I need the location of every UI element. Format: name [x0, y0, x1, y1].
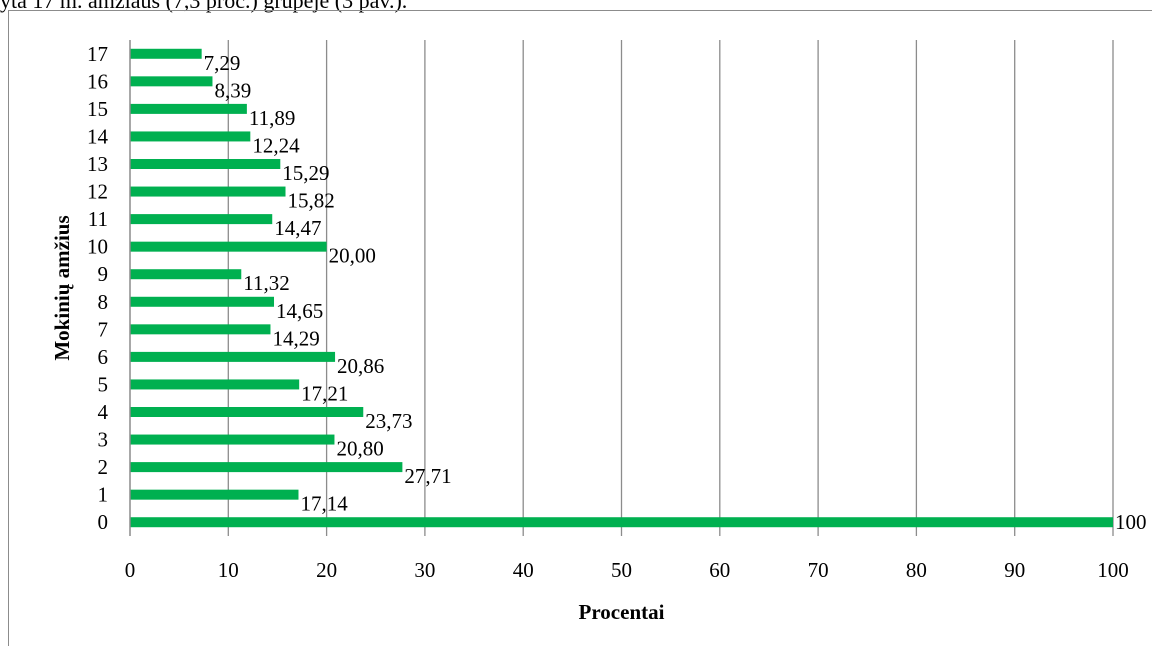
y-tick-label: 5: [98, 372, 109, 396]
y-tick-label: 11: [88, 207, 108, 231]
bar: [130, 296, 275, 307]
data-label: 23,73: [365, 409, 412, 433]
chart-frame-left: [8, 10, 9, 646]
data-label: 14,29: [272, 326, 319, 350]
x-tick-label: 10: [218, 558, 239, 582]
x-tick-label: 30: [414, 558, 435, 582]
x-tick-label: 40: [513, 558, 534, 582]
x-tick-label: 60: [709, 558, 730, 582]
data-label: 11,32: [243, 271, 289, 295]
y-tick-label: 15: [87, 97, 108, 121]
y-tick-label: 17: [87, 42, 108, 66]
x-tick-label: 20: [316, 558, 337, 582]
bar: [130, 517, 1113, 528]
x-tick-label: 90: [1004, 558, 1025, 582]
bar: [130, 324, 271, 335]
x-tick-labels: 0 10 20 30 40 50 60 70 80 90 100: [125, 558, 1129, 582]
y-tick-label: 1: [98, 483, 109, 507]
bar: [130, 159, 281, 169]
y-tick-label: 8: [98, 290, 109, 314]
data-label: 14,47: [274, 216, 321, 240]
bar: [130, 48, 202, 59]
bars: [130, 48, 1113, 528]
bar: [130, 76, 213, 87]
data-labels: 100 17,14 27,71 20,80 23,73 17,21 20,86 14,29 14…: [204, 51, 1147, 534]
bar: [130, 351, 336, 362]
bar: [130, 186, 286, 197]
caption-text: yta 17 m. amžiaus (7,3 proc.) grupėje (3…: [0, 0, 408, 13]
data-label: 20,86: [337, 354, 384, 378]
x-axis-title: Procentai: [579, 600, 665, 624]
y-tick-label: 2: [98, 455, 109, 479]
bar: [130, 131, 251, 142]
data-label: 27,71: [404, 464, 451, 488]
y-tick-label: 10: [87, 235, 108, 259]
y-tick-label: 6: [98, 345, 109, 369]
data-label: 7,29: [204, 51, 241, 75]
y-tick-label: 3: [98, 428, 109, 452]
x-tick-label: 100: [1097, 558, 1129, 582]
chart-frame-top: [8, 10, 1152, 11]
data-label: 15,82: [288, 189, 335, 213]
data-label: 11,89: [249, 106, 295, 130]
y-tick-label: 14: [87, 124, 109, 148]
bar: [130, 379, 300, 390]
x-tick-label: 0: [125, 558, 136, 582]
y-axis-title: Mokinių amžius: [50, 215, 74, 360]
y-tick-label: 7: [98, 317, 109, 341]
data-label: 17,14: [300, 492, 348, 516]
y-tick-label: 4: [98, 400, 109, 424]
bar: [130, 489, 299, 500]
data-label: 20,80: [336, 437, 383, 461]
data-label: 8,39: [214, 78, 251, 102]
data-label: 100: [1115, 510, 1147, 534]
bar: [130, 269, 242, 280]
x-tick-label: 50: [611, 558, 632, 582]
bar: [130, 241, 327, 252]
data-label: 15,29: [282, 161, 329, 185]
y-tick-label: 13: [87, 152, 108, 176]
y-tick-label: 0: [98, 510, 109, 534]
gridlines: [227, 40, 1114, 536]
y-tick-label: 9: [98, 262, 109, 286]
bar: [130, 407, 364, 417]
bar: [130, 103, 247, 114]
data-label: 12,24: [252, 133, 300, 157]
y-tick-label: 12: [87, 180, 108, 204]
data-label: 14,65: [276, 299, 323, 323]
x-tick-label: 70: [808, 558, 829, 582]
data-label: 20,00: [329, 244, 376, 268]
bar: [130, 462, 403, 473]
y-tick-label: 16: [87, 69, 108, 93]
x-tick-label: 80: [906, 558, 927, 582]
bar: [130, 434, 335, 445]
bar: [130, 214, 273, 225]
data-label: 17,21: [301, 381, 348, 405]
